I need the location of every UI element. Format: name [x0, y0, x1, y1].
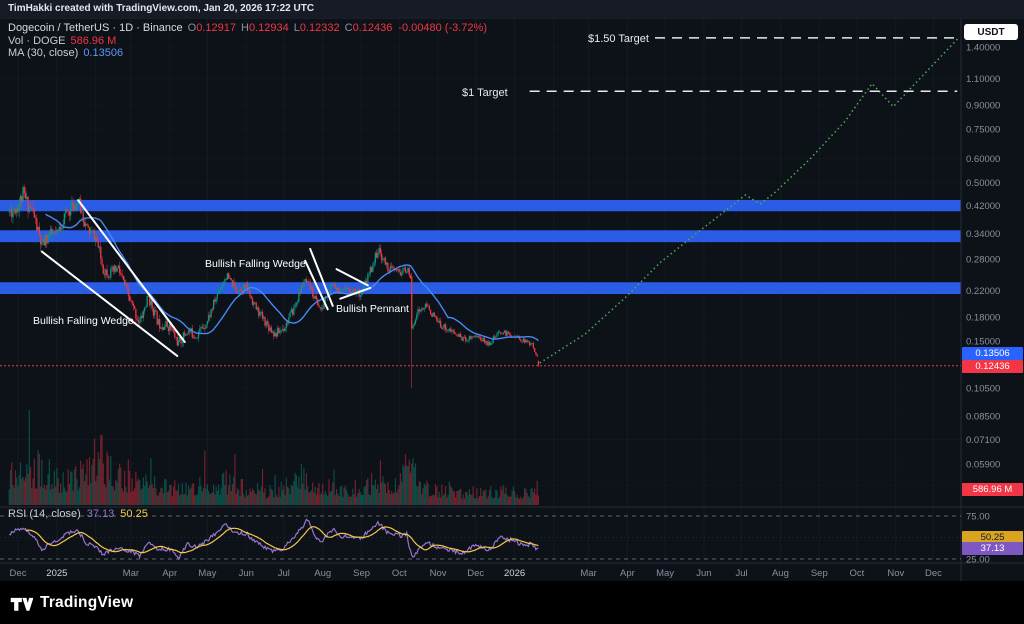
ma-price-badge: 0.13506 [962, 347, 1023, 360]
rsi-ma-value-badge: 50.25 [962, 531, 1023, 544]
rsi-bounds [0, 515, 961, 560]
svg-text:Apr: Apr [162, 568, 177, 579]
svg-text:2026: 2026 [504, 568, 525, 579]
attribution-bar: TimHakki created with TradingView.com, J… [0, 0, 1024, 18]
svg-text:0.28000: 0.28000 [966, 254, 1000, 265]
svg-text:Aug: Aug [314, 568, 331, 579]
svg-text:Jun: Jun [239, 568, 254, 579]
target-lines [529, 37, 958, 92]
time-axis-labels: Dec 2025 Mar Apr May Jun Jul Aug Sep Oct Nov Dec 202… [10, 568, 943, 579]
symbol-title[interactable]: Dogecoin / TetherUS · 1D · Binance [8, 22, 183, 34]
chart-background [0, 18, 1024, 581]
svg-text:0.15000: 0.15000 [966, 337, 1000, 348]
pane-separators [0, 17, 1024, 581]
ohlc-high-value: 0.12934 [248, 22, 289, 34]
svg-text:0.08500: 0.08500 [966, 411, 1000, 422]
rsi-label: RSI (14, close) [8, 508, 81, 520]
currency-toggle-button[interactable]: USDT [964, 24, 1018, 40]
ma-line [45, 213, 539, 342]
resistance-bands [0, 199, 961, 294]
svg-text:May: May [656, 568, 674, 579]
svg-text:May: May [198, 568, 216, 579]
price-target-1-label: $1 Target [462, 87, 508, 99]
svg-text:0.75000: 0.75000 [966, 125, 1000, 136]
svg-text:2025: 2025 [46, 568, 67, 579]
svg-text:0.42000: 0.42000 [966, 201, 1000, 212]
pennant-lower [339, 286, 372, 300]
ohlc-close-label: C [344, 22, 353, 34]
price-target-150-label: $1.50 Target [588, 33, 649, 45]
svg-text:0.60000: 0.60000 [966, 154, 1000, 165]
last-price-badge: 0.12436 [962, 360, 1023, 373]
attribution-text: TimHakki created with TradingView.com, J… [8, 3, 315, 14]
legend-volume-row: Vol · DOGE 586.96 M [8, 35, 487, 48]
legend-symbol-row: Dogecoin / TetherUS · 1D · Binance O0.129… [8, 22, 487, 35]
svg-text:Dec: Dec [10, 568, 27, 579]
wedge1-upper [77, 199, 186, 343]
svg-text:0.18000: 0.18000 [966, 313, 1000, 324]
tradingview-logo-icon [10, 597, 33, 611]
volume-layer [8, 410, 540, 505]
svg-text:0.50000: 0.50000 [966, 178, 1000, 189]
rsi-ma-value: 50.25 [120, 508, 148, 520]
svg-text:Dec: Dec [467, 568, 484, 579]
svg-text:Jul: Jul [735, 568, 747, 579]
svg-text:Dec: Dec [925, 568, 942, 579]
annotation-bullish-pennant: Bullish Pennant [336, 303, 409, 315]
pennant-upper [335, 268, 369, 287]
ohlc-high-label: H [241, 22, 249, 34]
wedge2-lower [304, 259, 329, 311]
svg-text:0.22000: 0.22000 [966, 286, 1000, 297]
svg-text:75.00: 75.00 [966, 512, 990, 523]
svg-text:Sep: Sep [353, 568, 370, 579]
ohlc-open-label: O [187, 22, 197, 34]
svg-text:Apr: Apr [620, 568, 635, 579]
rsi-layer [9, 518, 539, 561]
svg-text:Nov: Nov [887, 568, 904, 579]
ohlc-low-label: L [293, 22, 300, 34]
svg-text:Oct: Oct [392, 568, 407, 579]
ma-label: MA (30, close) [8, 47, 79, 59]
rsi-value-badge: 37.13 [962, 542, 1023, 555]
chart-legend: Dogecoin / TetherUS · 1D · Binance O0.129… [8, 22, 487, 60]
svg-text:1.10000: 1.10000 [966, 74, 1000, 85]
volume-value-badge: 586.96 M [962, 483, 1023, 496]
change-value: -0.00480 (-3.72%) [398, 22, 487, 34]
ohlc-low-value: 0.12332 [299, 22, 340, 34]
svg-text:Aug: Aug [772, 568, 789, 579]
svg-text:Oct: Oct [850, 568, 865, 579]
svg-text:Jun: Jun [696, 568, 711, 579]
svg-text:0.90000: 0.90000 [966, 101, 1000, 112]
ma-value: 0.13506 [83, 47, 124, 59]
annotation-falling-wedge-1: Bullish Falling Wedge [33, 315, 134, 327]
volume-label: Vol · DOGE [8, 34, 66, 47]
ohlc-open-value: 0.12917 [196, 22, 236, 34]
svg-text:Mar: Mar [123, 568, 139, 579]
svg-text:25.00: 25.00 [966, 555, 990, 566]
rsi-value: 37.13 [86, 508, 115, 520]
tradingview-brand-text: TradingView [40, 593, 134, 611]
footer-bar: TradingView [0, 581, 1024, 624]
svg-text:0.34000: 0.34000 [966, 229, 1000, 240]
wedge2-upper [309, 247, 334, 307]
projection-line [539, 37, 960, 364]
svg-text:1.40000: 1.40000 [966, 42, 1000, 53]
annotation-falling-wedge-2: Bullish Falling Wedge [205, 258, 306, 270]
legend-ma-row: MA (30, close) 0.13506 [8, 47, 487, 60]
ohlc-close-value: 0.12436 [352, 22, 393, 34]
svg-text:0.05900: 0.05900 [966, 459, 1000, 470]
svg-text:Mar: Mar [580, 568, 596, 579]
svg-text:Nov: Nov [430, 568, 447, 579]
svg-text:0.07100: 0.07100 [966, 435, 1000, 446]
rsi-legend: RSI (14, close) 37.13 50.25 [8, 508, 148, 520]
volume-value: 586.96 M [70, 34, 117, 47]
trendlines-layer [40, 199, 372, 357]
svg-text:Sep: Sep [811, 568, 828, 579]
wedge1-lower [40, 250, 179, 357]
candles-layer [8, 184, 540, 389]
svg-text:Jul: Jul [278, 568, 290, 579]
svg-text:0.10500: 0.10500 [966, 384, 1000, 395]
